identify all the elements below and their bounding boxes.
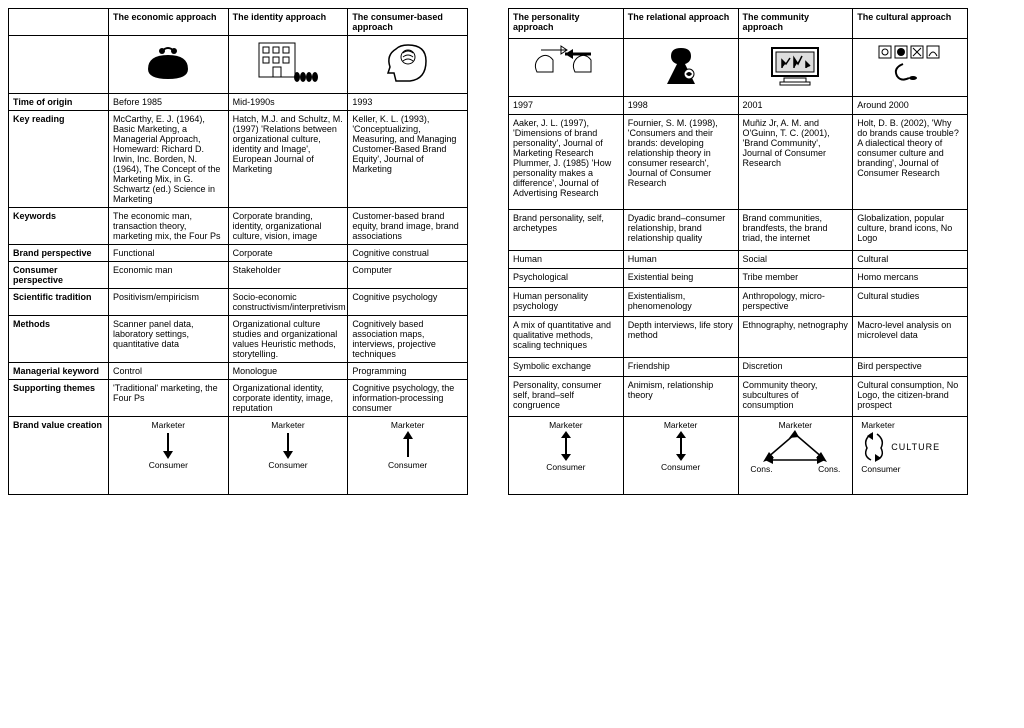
table-cell: Organizational culture studies and organ…	[228, 316, 348, 363]
table-cell: The economic man, transaction theory, ma…	[109, 208, 229, 245]
table-cell: Muñiz Jr, A. M. and O'Guinn, T. C. (2001…	[738, 115, 853, 210]
table-cell: Cognitively based association maps, inte…	[348, 316, 468, 363]
table-cell: Dyadic brand–consumer relationship, bran…	[623, 210, 738, 250]
table-cell: Cognitive construal	[348, 245, 468, 262]
col-header: The identity approach	[228, 9, 348, 36]
table-cell: Brand communities, brandfests, the brand…	[738, 210, 853, 250]
table-cell: Ethnography, netnography	[738, 317, 853, 357]
table-cell: Scanner panel data, laboratory settings,…	[109, 316, 229, 363]
col-header: The consumer-based approach	[348, 9, 468, 36]
table-cell: Psychological	[509, 269, 624, 288]
col-header: The cultural approach	[853, 9, 968, 39]
table-cell: Economic man	[109, 262, 229, 289]
col-header: The community approach	[738, 9, 853, 39]
tiles-icon	[853, 38, 968, 96]
table-cell: Monologue	[228, 363, 348, 380]
computer-icon	[738, 38, 853, 96]
table-cell: Control	[109, 363, 229, 380]
row-consumer-persp: Consumer perspective	[9, 262, 109, 289]
purse-icon	[109, 36, 229, 94]
table-cell: Social	[738, 250, 853, 269]
table-cell: Anthropology, micro-perspective	[738, 287, 853, 317]
table-cell: Cultural studies	[853, 287, 968, 317]
table-cell: Depth interviews, life story method	[623, 317, 738, 357]
bvc-cell: MarketerCons.Cons.	[738, 417, 853, 495]
table-cell: Cultural	[853, 250, 968, 269]
col-header: The economic approach	[109, 9, 229, 36]
table-cell: Organizational identity, corporate ident…	[228, 380, 348, 417]
table-cell: Human	[509, 250, 624, 269]
table-cell: Cognitive psychology	[348, 289, 468, 316]
table-cell: Symbolic exchange	[509, 357, 624, 376]
table-cell: Bird perspective	[853, 357, 968, 376]
table-cell: Computer	[348, 262, 468, 289]
table-cell: Positivism/empiricism	[109, 289, 229, 316]
row-reading: Key reading	[9, 111, 109, 208]
silhouette-icon	[623, 38, 738, 96]
row-bvc: Brand value creation	[9, 417, 109, 495]
table-cell: Tribe member	[738, 269, 853, 288]
table-cell: Human	[623, 250, 738, 269]
table-cell: Stakeholder	[228, 262, 348, 289]
col-header: The personality approach	[509, 9, 624, 39]
table-cell: 2001	[738, 96, 853, 115]
table-cell: Customer-based brand equity, brand image…	[348, 208, 468, 245]
bvc-cell: MarketerConsumer	[509, 417, 624, 495]
bvc-cell: MarketerConsumer	[623, 417, 738, 495]
bvc-cell: MarketerConsumer	[228, 417, 348, 495]
table-cell: Human personality psychology	[509, 287, 624, 317]
row-sci-trad: Scientific tradition	[9, 289, 109, 316]
left-blank-header	[9, 9, 109, 36]
row-brand-persp: Brand perspective	[9, 245, 109, 262]
row-mkw: Managerial keyword	[9, 363, 109, 380]
table-cell: 'Traditional' marketing, the Four Ps	[109, 380, 229, 417]
row-keywords: Keywords	[9, 208, 109, 245]
table-cell: Friendship	[623, 357, 738, 376]
table-cell: Macro-level analysis on microlevel data	[853, 317, 968, 357]
table-cell: Community theory, subcultures of consump…	[738, 376, 853, 416]
table-cell: Animism, relationship theory	[623, 376, 738, 416]
col-header: The relational approach	[623, 9, 738, 39]
head-brain-icon	[348, 36, 468, 94]
table-cell: Cognitive psychology, the information-pr…	[348, 380, 468, 417]
table-cell: Programming	[348, 363, 468, 380]
building-icon	[228, 36, 348, 94]
right-table: The personality approach The relational …	[508, 8, 968, 495]
table-cell: Discretion	[738, 357, 853, 376]
table-cell: 1993	[348, 94, 468, 111]
table-cell: Functional	[109, 245, 229, 262]
heads-arrows-icon	[509, 38, 624, 96]
bvc-cell: MarketerConsumer	[109, 417, 229, 495]
table-cell: Fournier, S. M. (1998), 'Consumers and t…	[623, 115, 738, 210]
table-cell: Corporate branding, identity, organizati…	[228, 208, 348, 245]
table-cell: Hatch, M.J. and Schultz, M. (1997) 'Rela…	[228, 111, 348, 208]
row-themes: Supporting themes	[9, 380, 109, 417]
table-cell: Mid-1990s	[228, 94, 348, 111]
table-cell: Socio-economic constructivism/interpreti…	[228, 289, 348, 316]
table-cell: Around 2000	[853, 96, 968, 115]
table-cell: A mix of quantitative and qualitative me…	[509, 317, 624, 357]
table-cell: Existentialism, phenomenology	[623, 287, 738, 317]
table-cell: 1997	[509, 96, 624, 115]
table-cell: Before 1985	[109, 94, 229, 111]
table-cell: Homo mercans	[853, 269, 968, 288]
table-cell: Corporate	[228, 245, 348, 262]
bvc-cell: MarketerCULTUREConsumer	[853, 417, 968, 495]
table-cell: Cultural consumption, No Logo, the citiz…	[853, 376, 968, 416]
table-cell: Existential being	[623, 269, 738, 288]
table-cell: McCarthy, E. J. (1964), Basic Marketing,…	[109, 111, 229, 208]
table-cell: Globalization, popular culture, brand ic…	[853, 210, 968, 250]
table-cell: 1998	[623, 96, 738, 115]
table-cell: Aaker, J. L. (1997), 'Dimensions of bran…	[509, 115, 624, 210]
table-cell: Personality, consumer self, brand–self c…	[509, 376, 624, 416]
bvc-cell: MarketerConsumer	[348, 417, 468, 495]
row-icon-header	[9, 36, 109, 94]
table-cell: Holt, D. B. (2002), 'Why do brands cause…	[853, 115, 968, 210]
table-cell: Keller, K. L. (1993), 'Conceptualizing, …	[348, 111, 468, 208]
left-table: The economic approach The identity appro…	[8, 8, 468, 495]
row-methods: Methods	[9, 316, 109, 363]
row-time: Time of origin	[9, 94, 109, 111]
table-cell: Brand personality, self, archetypes	[509, 210, 624, 250]
